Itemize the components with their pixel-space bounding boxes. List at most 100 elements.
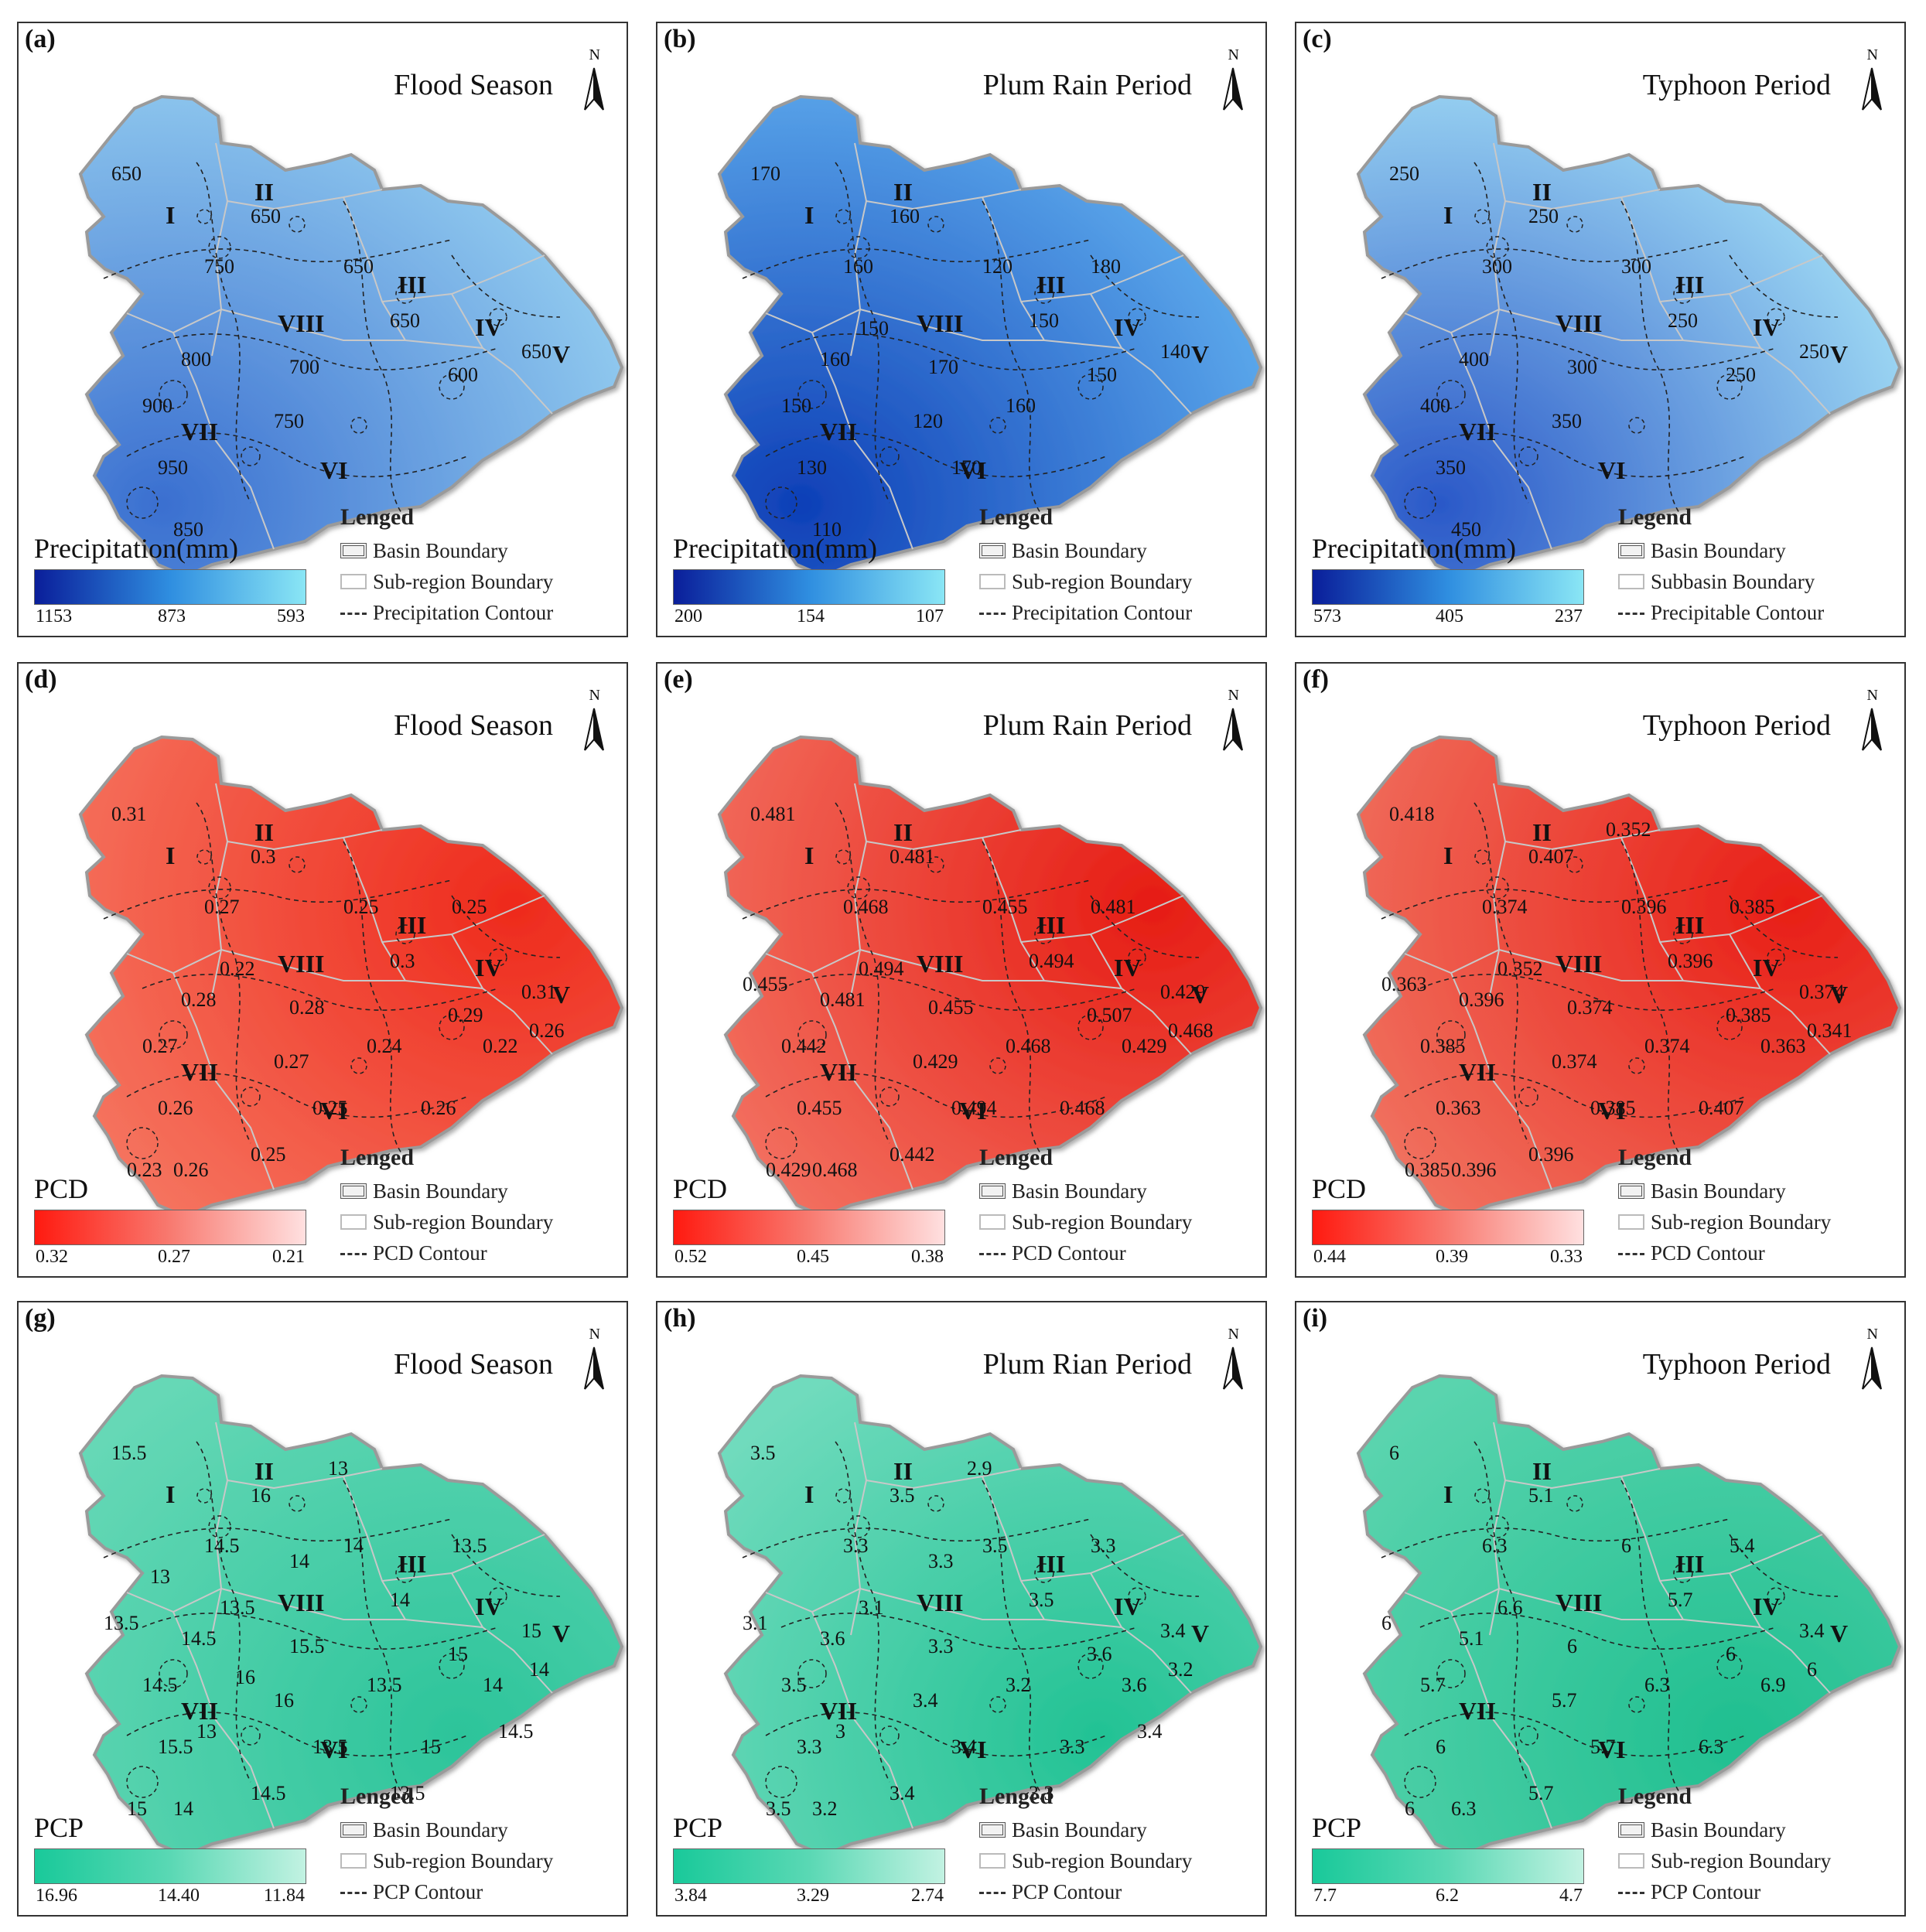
contour-label: 0.29 bbox=[448, 1004, 483, 1026]
contour-label: 6.9 bbox=[1760, 1674, 1786, 1696]
region-label: II bbox=[1532, 818, 1552, 846]
legend: Lenged Basin Boundary Sub-region Boundary P… bbox=[979, 504, 1234, 628]
region-label: VI bbox=[959, 1097, 987, 1125]
legend: Lenged Basin Boundary Sub-region Boundary P… bbox=[340, 504, 596, 628]
basin-map bbox=[717, 1374, 1263, 1858]
contour-line bbox=[1474, 802, 1529, 1144]
contour-label: 850 bbox=[173, 518, 203, 541]
legend-item-label: Sub-region Boundary bbox=[1651, 1210, 1832, 1234]
contour-label: 15.5 bbox=[289, 1635, 325, 1657]
contour-line bbox=[1381, 879, 1730, 920]
scale-tick-label: 593 bbox=[277, 606, 305, 626]
contour-ring bbox=[1486, 876, 1509, 899]
region-label: III bbox=[398, 1550, 427, 1578]
region-label: III bbox=[398, 271, 427, 299]
contour-ring bbox=[126, 486, 159, 519]
contour-label: 300 bbox=[1567, 356, 1597, 378]
legend-title: Lenged bbox=[340, 504, 415, 530]
sub-region-boundary bbox=[1090, 934, 1192, 1055]
scale-tick-label: 573 bbox=[1313, 606, 1341, 626]
sub-region-boundary bbox=[1659, 895, 1823, 943]
contour-ring bbox=[797, 380, 827, 409]
contour-label: 0.3 bbox=[390, 950, 415, 972]
contour-line-icon bbox=[1618, 1252, 1644, 1255]
color-scale: PCD 0.32 0.27 0.21 bbox=[34, 1173, 312, 1268]
region-label: V bbox=[1191, 1620, 1210, 1647]
contour-ring bbox=[196, 209, 212, 224]
legend-item: Basin Boundary bbox=[1618, 535, 1873, 566]
contour-line bbox=[343, 1480, 406, 1798]
contour-ring bbox=[835, 849, 851, 865]
contour-label: 0.27 bbox=[142, 1035, 178, 1057]
basin-map bbox=[717, 94, 1263, 579]
contour-ring bbox=[1673, 924, 1693, 944]
contour-label: 0.22 bbox=[220, 957, 255, 980]
basin-boundary-icon bbox=[340, 543, 367, 558]
contour-label: 0.442 bbox=[781, 1035, 827, 1057]
region-label: VII bbox=[1459, 1058, 1497, 1086]
region-label: III bbox=[1036, 271, 1066, 299]
contour-label: 0.374 bbox=[1482, 896, 1528, 918]
contour-line-icon bbox=[1618, 612, 1644, 615]
map-panel-g: (g) Flood Season N I II III IV V VI VII VIII 15.5 16… bbox=[17, 1301, 628, 1917]
scale-gradient-bar bbox=[34, 569, 306, 605]
scale-tick-label: 1153 bbox=[36, 606, 73, 626]
contour-label: 650 bbox=[111, 162, 142, 185]
legend-item-label: Basin Boundary bbox=[373, 538, 508, 562]
contour-ring bbox=[350, 1696, 367, 1713]
legend: Lenged Basin Boundary Sub-region Boundary P… bbox=[979, 1784, 1234, 1907]
contour-line bbox=[835, 162, 890, 503]
region-label: IV bbox=[475, 1592, 503, 1620]
contour-ring bbox=[1628, 417, 1645, 434]
legend-item-label: PCD Contour bbox=[373, 1241, 487, 1265]
contour-label: 650 bbox=[251, 205, 281, 227]
basin-boundary-icon bbox=[340, 1183, 367, 1199]
legend-item-label: Basin Boundary bbox=[1651, 1179, 1786, 1203]
contour-label: 5.7 bbox=[1668, 1589, 1693, 1611]
sub-region-boundary bbox=[866, 189, 1022, 210]
contour-line-icon bbox=[979, 1252, 1006, 1255]
contour-label: 150 bbox=[1029, 309, 1059, 332]
region-label: VI bbox=[320, 1736, 348, 1763]
north-arrow-letter: N bbox=[1866, 687, 1878, 704]
sub-region-boundary bbox=[172, 1611, 275, 1829]
contour-label: 3.5 bbox=[890, 1484, 915, 1507]
contour-label: 0.396 bbox=[1459, 988, 1504, 1011]
scale-tick-label: 0.45 bbox=[797, 1247, 829, 1267]
contour-label: 3.1 bbox=[743, 1612, 768, 1634]
contour-label: 0.28 bbox=[289, 996, 325, 1019]
region-label: VIII bbox=[917, 309, 964, 337]
contour-ring bbox=[1566, 856, 1583, 873]
north-arrow-letter: N bbox=[1228, 46, 1239, 63]
region-label: II bbox=[254, 1457, 274, 1485]
scale-tick-label: 2.74 bbox=[911, 1886, 944, 1906]
region-label: IV bbox=[475, 954, 503, 981]
scale-gradient-bar bbox=[673, 1210, 945, 1245]
panel-label: (h) bbox=[664, 1304, 696, 1333]
contour-ring bbox=[241, 446, 261, 466]
contour-ring bbox=[1034, 924, 1054, 944]
contour-label: 0.27 bbox=[274, 1050, 309, 1073]
contour-label: 14.5 bbox=[498, 1720, 534, 1743]
sub-region-boundary bbox=[982, 837, 1045, 981]
contour-label: 13 bbox=[150, 1565, 170, 1588]
contour-line-icon bbox=[1618, 1891, 1644, 1894]
contour-ring bbox=[126, 1127, 159, 1159]
legend-item-label: PCP Contour bbox=[1012, 1879, 1122, 1903]
contour-ring bbox=[1077, 1653, 1104, 1679]
contour-ring bbox=[395, 1563, 415, 1583]
panel-title: Typhoon Period bbox=[1642, 709, 1831, 742]
sub-region-boundary-icon bbox=[340, 1853, 367, 1869]
contour-line-icon bbox=[979, 1891, 1006, 1894]
contour-ring bbox=[989, 1057, 1006, 1074]
contour-label: 6 bbox=[1726, 1643, 1736, 1665]
contour-label: 0.363 bbox=[1760, 1035, 1806, 1057]
contour-label: 0.23 bbox=[127, 1159, 162, 1181]
contour-ring bbox=[879, 1087, 900, 1107]
contour-ring bbox=[196, 849, 212, 865]
sub-region-boundary bbox=[1090, 1572, 1192, 1694]
contour-label: 3.3 bbox=[797, 1736, 822, 1758]
contour-ring bbox=[241, 1725, 261, 1746]
contour-label: 3.2 bbox=[812, 1797, 838, 1820]
contour-line bbox=[1729, 895, 1839, 958]
